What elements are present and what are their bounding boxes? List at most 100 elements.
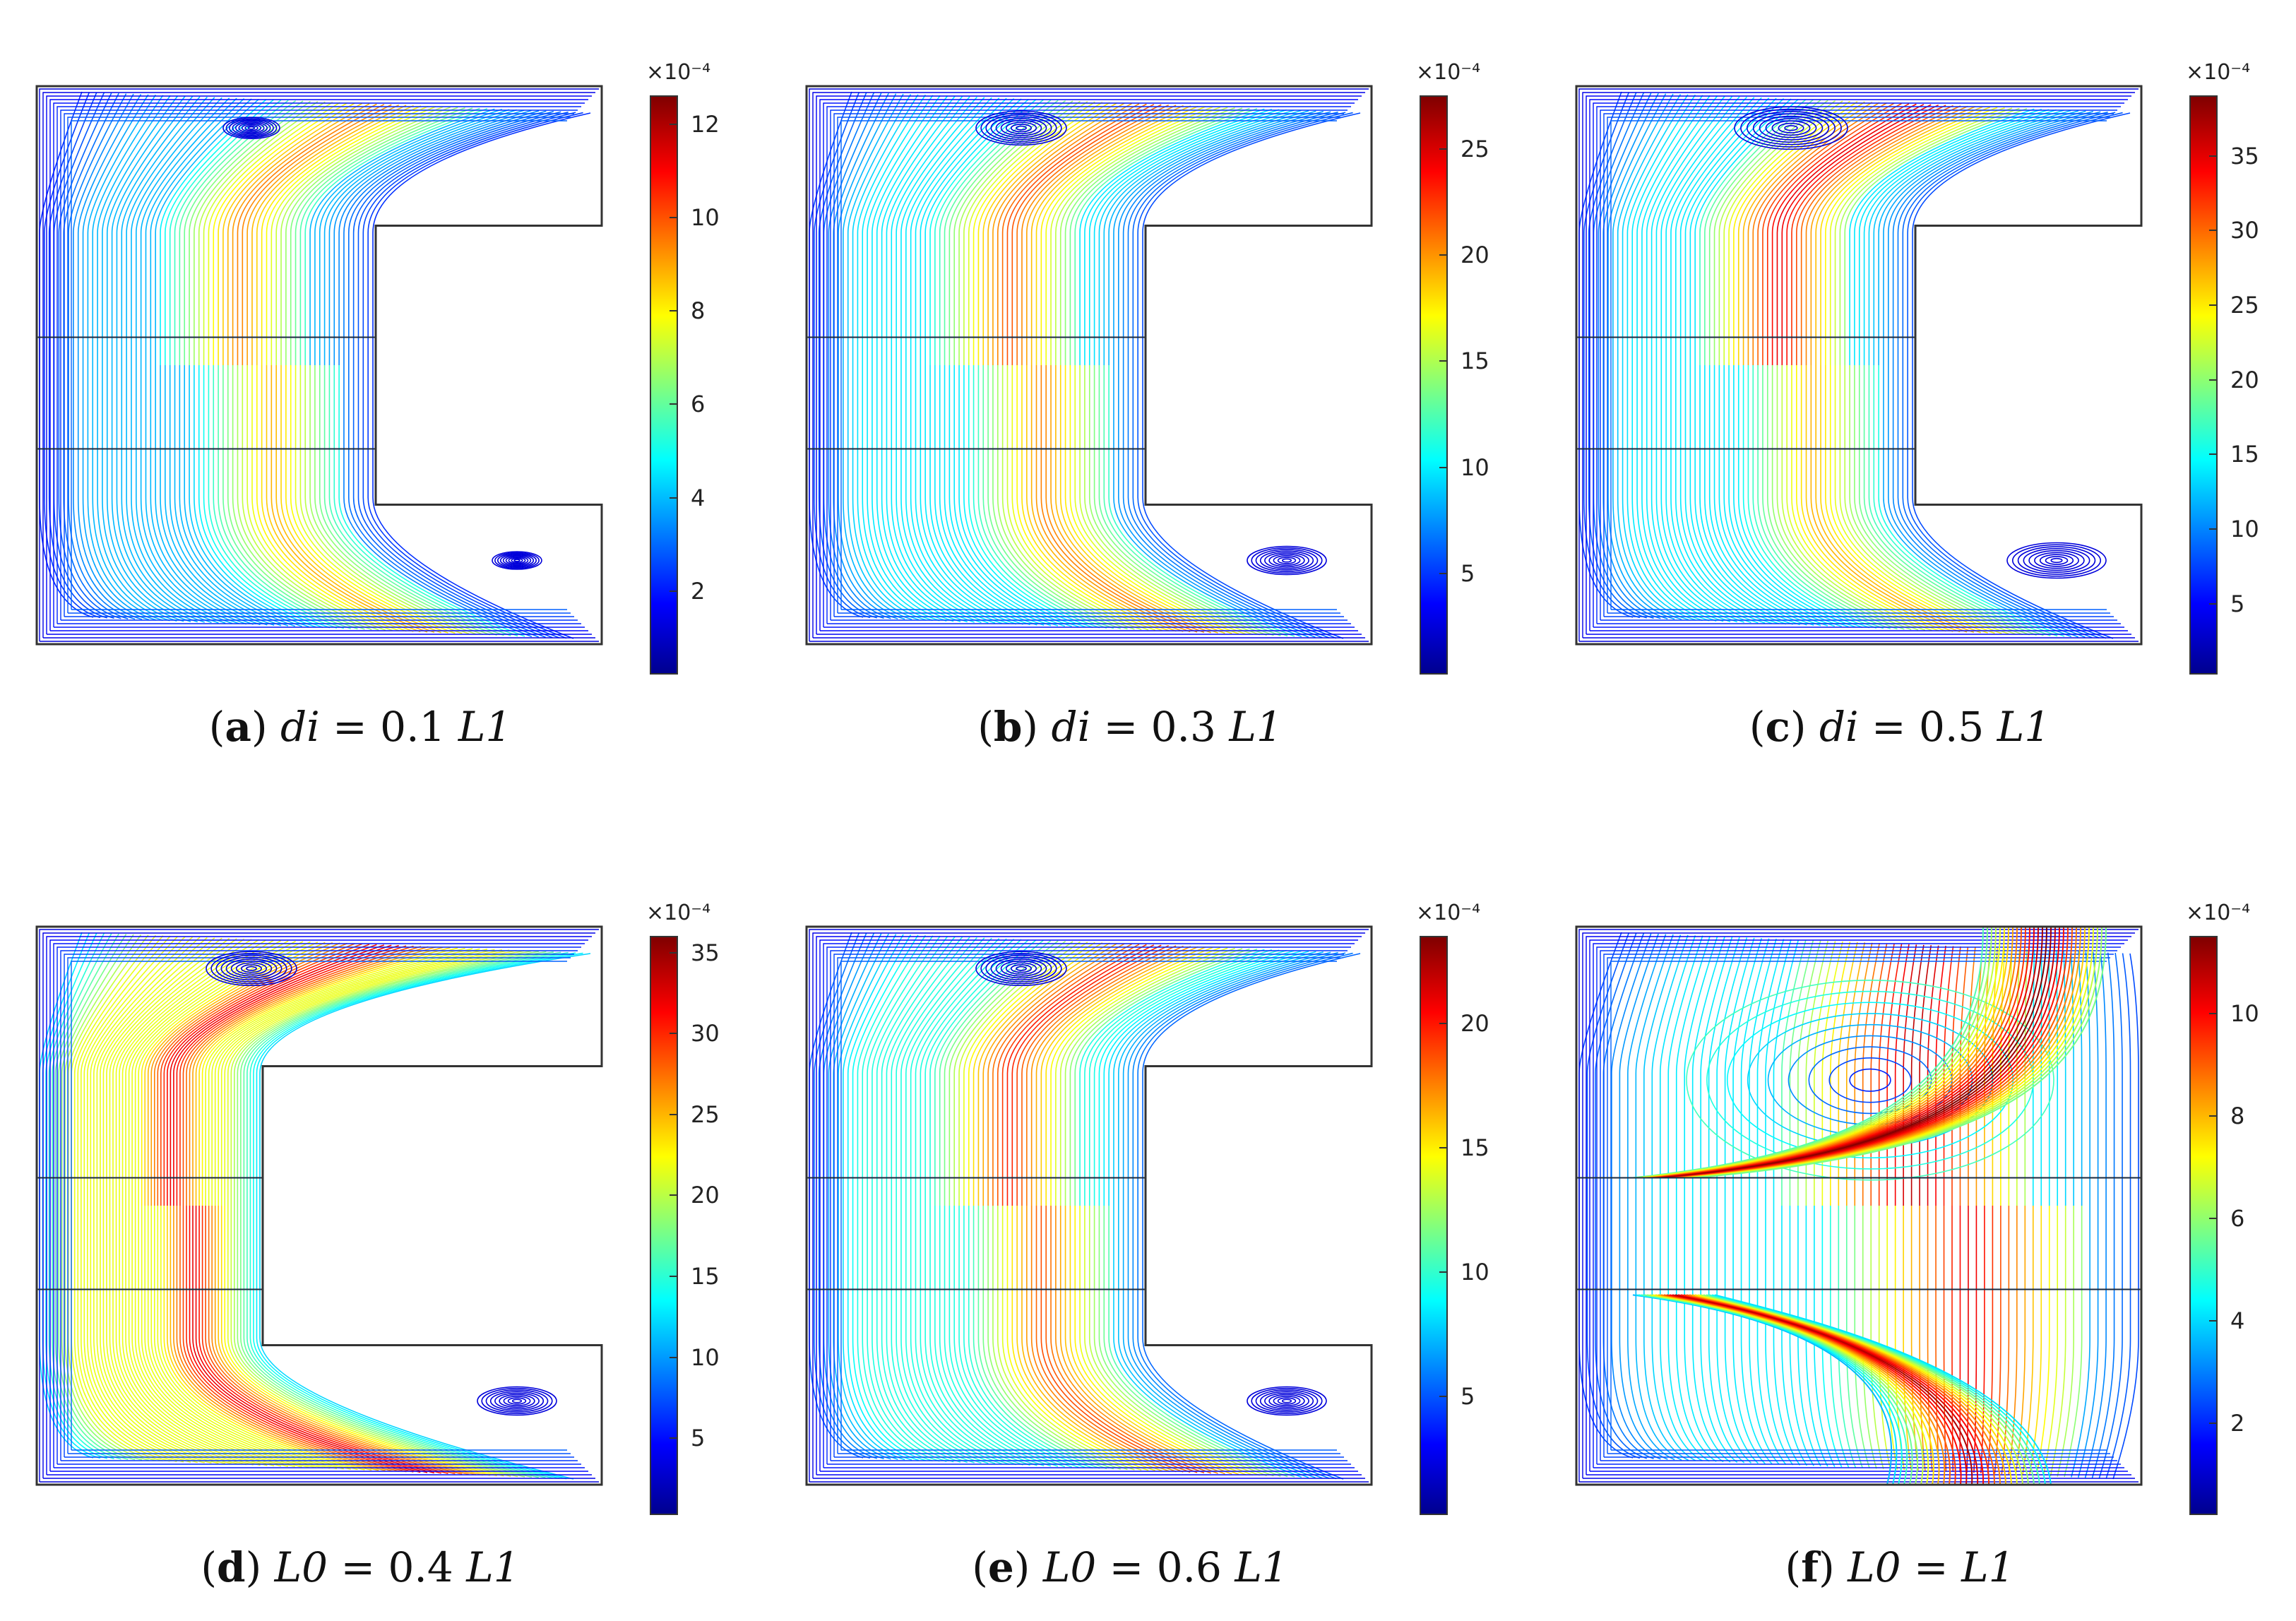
streamline-upper (1814, 941, 1836, 1206)
streamline-upper (1631, 95, 1703, 365)
streamlines-e (809, 929, 1369, 1483)
streamline-lower (2105, 1206, 2131, 1479)
domain-outline (805, 925, 1373, 1486)
streamline-upper (352, 111, 561, 365)
streamline-lower (323, 365, 504, 636)
streamline-upper (2107, 952, 2115, 1206)
streamline-lower (201, 1206, 448, 1474)
tick-mark (670, 1194, 678, 1197)
streamline-upper (1771, 103, 1917, 365)
streamline-upper (1626, 94, 1696, 365)
streamline-lower (145, 365, 247, 625)
vortex-contour (1247, 545, 1327, 576)
streamline-wall (71, 961, 567, 1450)
streamline-upper (987, 102, 1125, 365)
streamline-upper (67, 934, 149, 1206)
streamline-upper (867, 935, 941, 1206)
streamline-upper (857, 934, 927, 1206)
streamline-lower (169, 1206, 379, 1471)
streamline-upper (1021, 105, 1177, 365)
streamline-upper (1093, 109, 1287, 365)
streamline-lower (987, 365, 1121, 629)
streamline-lower (224, 1206, 497, 1476)
caption-value: = 0.4 (328, 1543, 467, 1591)
streamline-upper (1108, 110, 1309, 365)
streamline-lower (1966, 1206, 1969, 1473)
streamline-lower (1862, 1206, 1877, 1469)
tick-mark (1439, 1271, 1448, 1273)
streamline-upper (100, 937, 222, 1206)
streamline-upper (1789, 940, 1814, 1206)
streamline-upper (314, 109, 503, 365)
vortex-contour (206, 951, 297, 987)
streamline-upper (2024, 949, 2028, 1206)
vortex-contour (508, 557, 526, 564)
vortex-contour (995, 118, 1047, 138)
vortex-contour (1752, 113, 1830, 143)
streamline-upper (253, 952, 576, 1206)
streamline-lower (1786, 365, 1933, 631)
streamline-upper (1088, 109, 1280, 365)
streamline-lower (1069, 365, 1239, 635)
streamline-lower (77, 1206, 177, 1462)
streamline-lower (243, 1206, 539, 1478)
streamline-lower (1611, 1206, 1661, 1460)
vortex-contour (1277, 557, 1297, 564)
caption-letter: c (1765, 703, 1790, 751)
vortex-contour (1247, 1386, 1327, 1416)
streamline-lower (852, 365, 926, 621)
streamline-upper (1137, 952, 1353, 1206)
streamline-lower (968, 1206, 1093, 1469)
streamline-wall (837, 957, 1340, 1454)
streamline-lower (1583, 365, 1641, 619)
vortex-contour (238, 122, 265, 133)
streamline-wall (39, 88, 599, 641)
streamline-upper (280, 106, 451, 365)
streamline-wall (819, 939, 1358, 1471)
streamline-lower (1868, 365, 2051, 636)
streamline-lower (121, 365, 212, 624)
streamline-upper (1737, 101, 1865, 365)
streamline-lower (214, 1206, 477, 1475)
streamline-upper (290, 107, 465, 365)
streamline-lower (2042, 1206, 2059, 1476)
streamline-upper (1829, 107, 2005, 365)
vortex-contour (1740, 108, 1842, 148)
streamline-lower (1820, 365, 1982, 634)
streamline-lower (1021, 1206, 1170, 1472)
tick-mark (1439, 254, 1448, 256)
tick-label: 8 (2230, 1102, 2245, 1129)
streamline-upper (1011, 104, 1162, 365)
vortex-contour (980, 112, 1062, 144)
caption-variable: di (1819, 703, 1859, 751)
streamline-upper (1883, 110, 2086, 365)
vortex-contour (1255, 1389, 1319, 1413)
streamline-upper (246, 104, 400, 365)
streamline-lower (208, 1206, 463, 1475)
caption-value: = 0.5 (1858, 703, 1997, 751)
streamline-upper (153, 942, 347, 1206)
streamline-upper (972, 102, 1103, 365)
colorbar-exponent: ×10⁻⁴ (1416, 60, 1481, 85)
streamline-upper (1756, 939, 1785, 1206)
streamline-upper (1762, 102, 1902, 365)
streamline-upper (1849, 108, 2035, 365)
vortex-contour (222, 117, 280, 140)
streamline-upper (195, 946, 444, 1206)
streamline-upper (924, 98, 1029, 365)
streamline-upper (90, 937, 201, 1206)
vortex-contour (2017, 546, 2096, 575)
streamline-lower (240, 1206, 533, 1478)
streamline-lower (1084, 365, 1261, 636)
streamline-lower (1050, 365, 1212, 634)
streamline-lower (1805, 365, 1961, 633)
streamline-lower (93, 1206, 212, 1464)
streamline-lower (1805, 1206, 1828, 1467)
streamline-lower (997, 1206, 1135, 1471)
vortex-contour (1005, 121, 1037, 135)
streamline-upper (1117, 951, 1324, 1206)
streamline-lower (2091, 1206, 2115, 1478)
streamline-upper (1815, 106, 1983, 365)
vortex-contour (1765, 118, 1817, 138)
vortex-contour (234, 121, 268, 135)
